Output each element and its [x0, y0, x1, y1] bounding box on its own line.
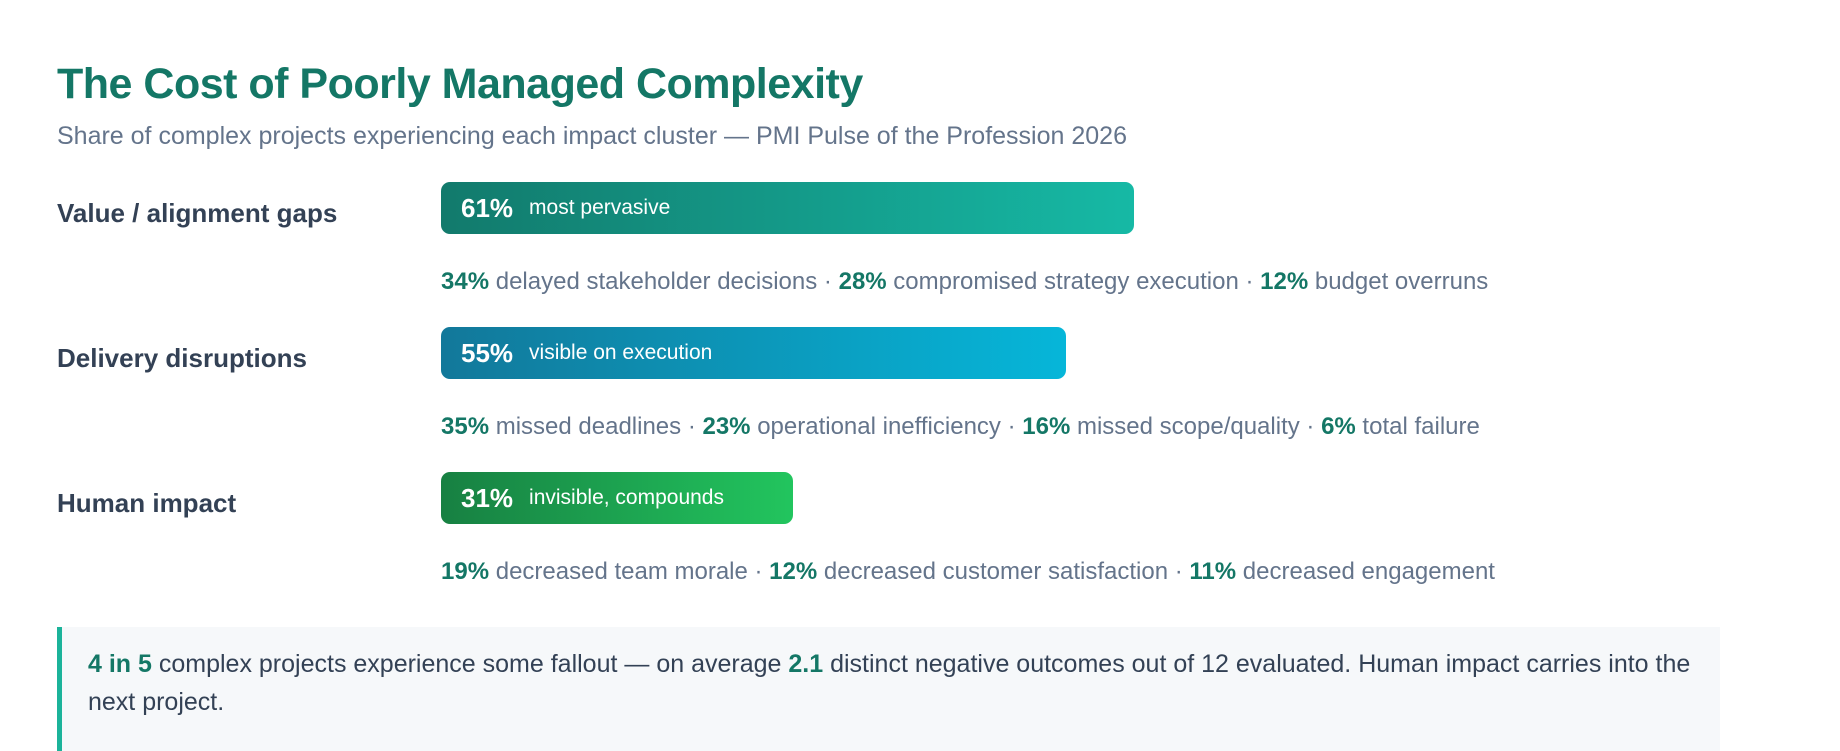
bar-value-label: 55%	[461, 337, 514, 368]
breakdown-separator: ·	[681, 413, 703, 440]
breakdown-value: 34%	[441, 268, 490, 295]
bar-value-label: 61%	[461, 192, 514, 223]
breakdown-text: decreased engagement	[1236, 558, 1495, 585]
bar-track: 31% invisible, compounds	[441, 472, 1641, 524]
breakdown-value: 11%	[1189, 558, 1237, 585]
breakdown-separator: ·	[1299, 413, 1322, 440]
bar: 55% visible on execution	[441, 327, 1066, 379]
breakdown-separator: ·	[1000, 413, 1023, 440]
breakdown-value: 12%	[769, 558, 818, 585]
bar-value-label: 31%	[461, 482, 514, 513]
summary-callout: 4 in 5 complex projects experience some …	[57, 627, 1720, 751]
breakdown-text: compromised strategy execution	[886, 268, 1239, 295]
bar: 31% invisible, compounds	[441, 472, 794, 524]
breakdown-value: 16%	[1022, 413, 1071, 440]
bar-category-label: Delivery disruptions	[57, 343, 307, 373]
callout-highlight-ratio: 4 in 5	[88, 650, 152, 678]
bar-category-label: Value / alignment gaps	[57, 198, 338, 228]
bar-breakdown: 34% delayed stakeholder decisions · 28% …	[441, 266, 1488, 298]
breakdown-separator: ·	[747, 558, 770, 585]
bar-track: 55% visible on execution	[441, 327, 1641, 379]
bar-breakdown: 35% missed deadlines · 23% operational i…	[441, 411, 1480, 443]
breakdown-value: 19%	[441, 558, 490, 585]
bar-category-label: Human impact	[57, 488, 237, 518]
breakdown-value: 35%	[441, 413, 490, 440]
bar-row: Human impact 31% invisible, compounds 19% d…	[57, 472, 1840, 617]
bar: 61% most pervasive	[441, 182, 1134, 234]
bar-row: Delivery disruptions 55% visible on execut…	[57, 327, 1840, 472]
breakdown-text: total failure	[1355, 413, 1480, 440]
breakdown-text: missed scope/quality	[1070, 413, 1300, 440]
breakdown-value: 6%	[1321, 413, 1356, 440]
callout-text-2: distinct negative outcomes out of 12 eva…	[88, 650, 1691, 716]
bar-breakdown: 19% decreased team morale · 12% decrease…	[441, 556, 1495, 588]
bar-rows: Value / alignment gaps 61% most pervasive 3…	[57, 182, 1840, 617]
chart-subtitle: Share of complex projects experiencing e…	[57, 122, 1127, 150]
callout-text-1: complex projects experience some fallout…	[151, 650, 789, 678]
breakdown-text: missed deadlines	[489, 413, 682, 440]
breakdown-value: 28%	[838, 268, 887, 295]
bar-note: most pervasive	[529, 196, 671, 219]
bar-row: Value / alignment gaps 61% most pervasive 3…	[57, 182, 1840, 327]
bar-track: 61% most pervasive	[441, 182, 1641, 234]
breakdown-text: decreased team morale	[489, 558, 748, 585]
breakdown-text: decreased customer satisfaction	[817, 558, 1169, 585]
breakdown-text: operational inefficiency	[750, 413, 1001, 440]
bar-note: visible on execution	[529, 341, 713, 364]
breakdown-text: budget overruns	[1308, 268, 1489, 295]
breakdown-separator: ·	[817, 268, 839, 295]
chart-title: The Cost of Poorly Managed Complexity	[57, 60, 863, 108]
bar-note: invisible, compounds	[529, 486, 724, 509]
breakdown-value: 23%	[702, 413, 751, 440]
breakdown-separator: ·	[1238, 268, 1261, 295]
breakdown-text: delayed stakeholder decisions	[489, 268, 818, 295]
callout-highlight-average: 2.1	[788, 650, 824, 678]
breakdown-value: 12%	[1260, 268, 1309, 295]
breakdown-separator: ·	[1168, 558, 1190, 585]
